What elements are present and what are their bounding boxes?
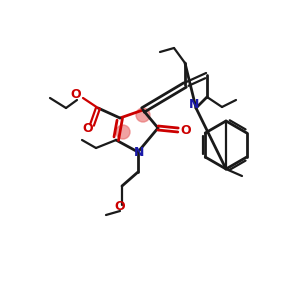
Text: O: O <box>115 200 125 214</box>
Text: N: N <box>189 98 199 112</box>
Text: N: N <box>134 146 144 160</box>
Text: O: O <box>83 122 93 136</box>
Text: O: O <box>181 124 191 136</box>
Ellipse shape <box>116 125 130 139</box>
Text: O: O <box>71 88 81 101</box>
Ellipse shape <box>136 108 150 122</box>
